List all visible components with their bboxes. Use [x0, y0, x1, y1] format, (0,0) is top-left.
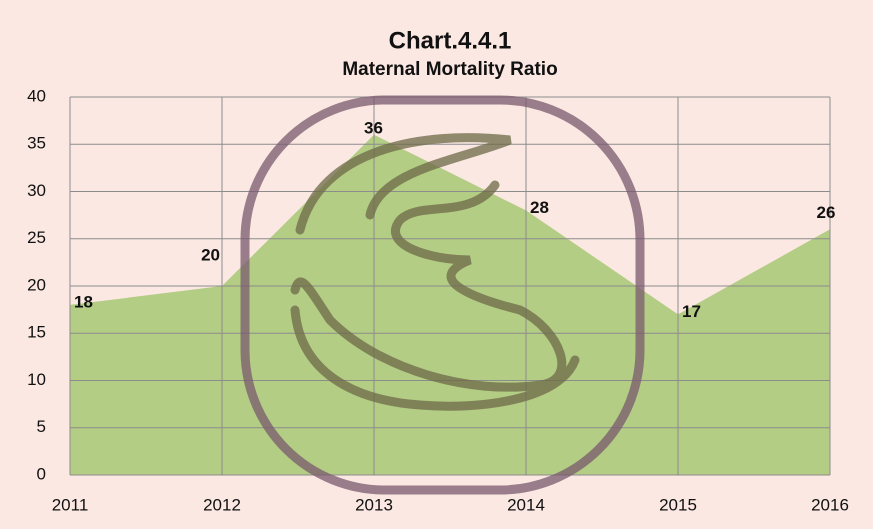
data-label: 26: [817, 203, 836, 222]
chart: Chart.4.4.1 Maternal Mortality Ratio 0 5 1…: [0, 0, 873, 529]
x-tick-label: 2014: [507, 495, 545, 514]
y-tick-label: 10: [27, 370, 46, 389]
x-tick-label: 2013: [355, 495, 393, 514]
x-tick-label: 2011: [52, 495, 89, 514]
y-tick-label: 35: [27, 134, 46, 153]
chart-title: Chart.4.4.1: [389, 27, 512, 54]
data-label: 20: [201, 245, 220, 264]
y-tick-label: 25: [27, 228, 46, 247]
data-label: 17: [682, 302, 701, 321]
x-tick-label: 2015: [659, 495, 697, 514]
page: Chart.4.4.1 Maternal Mortality Ratio 0 5 1…: [0, 0, 873, 529]
data-label: 28: [530, 198, 549, 217]
y-tick-label: 0: [37, 464, 46, 483]
y-tick-label: 5: [37, 417, 46, 436]
y-tick-label: 40: [27, 86, 46, 105]
data-label: 18: [74, 292, 93, 311]
x-tick-label: 2016: [811, 495, 849, 514]
y-tick-label: 20: [27, 275, 46, 294]
chart-subtitle: Maternal Mortality Ratio: [342, 59, 557, 80]
data-label: 36: [364, 118, 383, 137]
y-tick-label: 15: [27, 323, 46, 342]
y-tick-label: 30: [27, 181, 46, 200]
x-tick-label: 2012: [203, 495, 241, 514]
